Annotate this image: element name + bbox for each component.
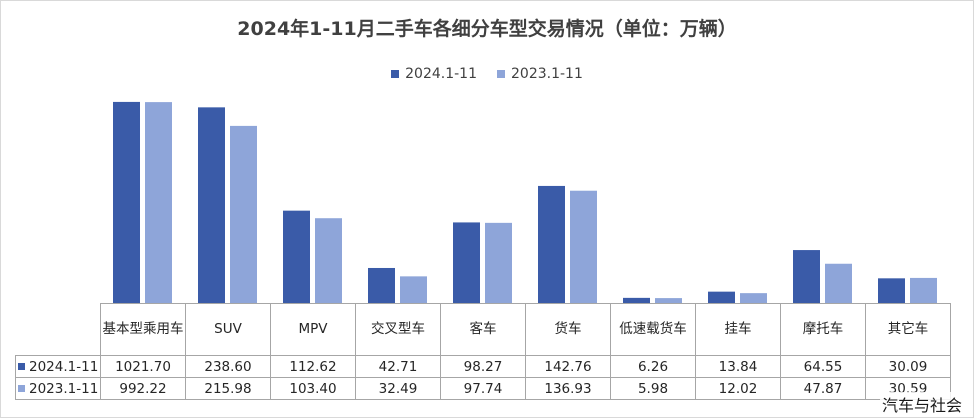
- table-category-cell: SUV: [185, 303, 271, 356]
- table-value-cell: 32.49: [355, 377, 441, 400]
- table-value-cell: 30.09: [865, 355, 951, 378]
- bar-series-2-9: [910, 277, 937, 303]
- table-category-cell: 基本型乘用车: [100, 303, 186, 356]
- table-category-cell: 客车: [440, 303, 526, 356]
- bar-series-2-4: [485, 222, 512, 303]
- bar-series-2-1: [230, 125, 257, 304]
- legend-label-series-2: 2023.1-11: [511, 66, 583, 82]
- bar-series-2-7: [740, 293, 767, 303]
- table-header-row: 基本型乘用车 SUV MPV 交叉型车 客车 货车 低速载货车 挂车 摩托车 其它车: [15, 303, 951, 356]
- table-swatch-series-2: [18, 385, 25, 392]
- legend-swatch-series-2: [497, 70, 505, 78]
- table-value-cell: 47.87: [780, 377, 866, 400]
- bar-series-1-3: [368, 267, 395, 303]
- table-series-cell: 2024.1-11: [15, 355, 101, 378]
- table-value-cell: 1021.70: [100, 355, 186, 378]
- table-value-cell: 64.55: [780, 355, 866, 378]
- table-value-cell: 215.98: [185, 377, 271, 400]
- table-swatch-series-1: [18, 363, 25, 370]
- bar-series-1-7: [708, 291, 735, 303]
- table-value-cell: 103.40: [270, 377, 356, 400]
- chart-data-table: 基本型乘用车 SUV MPV 交叉型车 客车 货车 低速载货车 挂车 摩托车 其它车 2024.1…: [15, 303, 951, 400]
- table-category-cell: 货车: [525, 303, 611, 356]
- chart-legend: 2024.1-11 2023.1-11: [0, 66, 974, 82]
- table-value-cell: 13.84: [695, 355, 781, 378]
- table-value-cell: 12.02: [695, 377, 781, 400]
- table-value-cell: 238.60: [185, 355, 271, 378]
- table-value-cell: 142.76: [525, 355, 611, 378]
- bar-series-1-2: [283, 210, 310, 303]
- bar-series-1-9: [878, 278, 905, 303]
- table-series-cell: 2023.1-11: [15, 377, 101, 400]
- bar-series-1-8: [793, 250, 820, 303]
- table-value-cell: 98.27: [440, 355, 526, 378]
- bar-series-2-5: [570, 190, 597, 303]
- table-value-cell: 136.93: [525, 377, 611, 400]
- table-value-cell: 5.98: [610, 377, 696, 400]
- legend-label-series-1: 2024.1-11: [405, 66, 477, 82]
- chart-title: 2024年1-11月二手车各细分车型交易情况（单位：万辆）: [237, 18, 737, 40]
- table-value-cell: 992.22: [100, 377, 186, 400]
- table-row-series-2: 2023.1-11 992.22 215.98 103.40 32.49 97.74 13…: [15, 377, 951, 400]
- bar-series-1-6: [623, 297, 650, 303]
- bar-series-2-6: [655, 298, 682, 303]
- table-value-cell: 97.74: [440, 377, 526, 400]
- table-category-cell: 挂车: [695, 303, 781, 356]
- bar-series-1-5: [538, 185, 565, 303]
- table-row-series-1: 2024.1-11 1021.70 238.60 112.62 42.71 98.27 1…: [15, 355, 951, 378]
- bar-series-2-2: [315, 218, 342, 303]
- table-category-cell: MPV: [270, 303, 356, 356]
- watermark-text: 汽车与社会: [879, 392, 964, 416]
- table-category-cell: 交叉型车: [355, 303, 441, 356]
- legend-item-series-1: 2024.1-11: [391, 66, 477, 82]
- bar-series-2-3: [400, 276, 427, 303]
- bar-series-2-8: [825, 263, 852, 303]
- bar-series-2-0: [145, 102, 172, 304]
- table-category-cell: 其它车: [865, 303, 951, 356]
- bar-series-1-0: [113, 101, 140, 304]
- bar-series-1-4: [453, 222, 480, 303]
- table-series-label: 2023.1-11: [29, 380, 99, 397]
- table-value-cell: 42.71: [355, 355, 441, 378]
- legend-swatch-series-1: [391, 70, 400, 78]
- table-corner-cell: [15, 303, 101, 356]
- table-category-cell: 摩托车: [780, 303, 866, 356]
- legend-item-series-2: 2023.1-11: [497, 66, 583, 82]
- table-series-label: 2024.1-11: [29, 358, 99, 375]
- table-value-cell: 112.62: [270, 355, 356, 378]
- bar-series-1-1: [198, 107, 225, 304]
- table-value-cell: 6.26: [610, 355, 696, 378]
- table-category-cell: 低速载货车: [610, 303, 696, 356]
